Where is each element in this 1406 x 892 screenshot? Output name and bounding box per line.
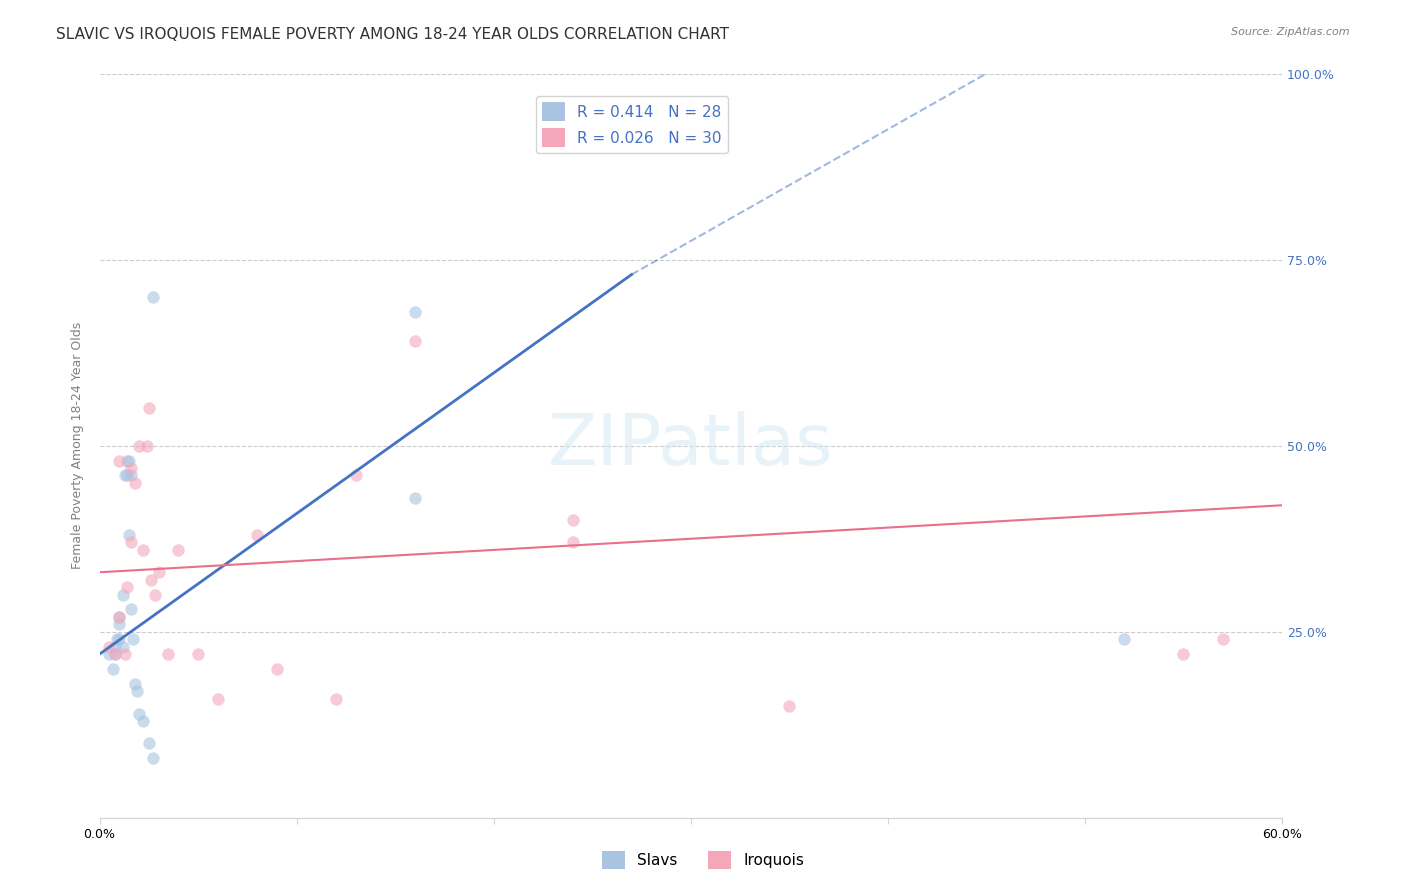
Point <box>108 617 131 632</box>
Point <box>142 751 165 765</box>
Point <box>104 647 127 661</box>
Point <box>108 453 131 467</box>
Point <box>108 610 131 624</box>
Point <box>187 647 209 661</box>
Point <box>266 662 288 676</box>
Point <box>344 468 367 483</box>
Point <box>778 699 800 714</box>
Point <box>115 468 138 483</box>
Point <box>104 647 127 661</box>
Point <box>404 491 426 505</box>
Point <box>120 468 142 483</box>
Point <box>115 453 138 467</box>
Point <box>132 543 155 558</box>
Point <box>139 573 162 587</box>
Text: Source: ZipAtlas.com: Source: ZipAtlas.com <box>1232 27 1350 37</box>
Point <box>132 714 155 728</box>
Point <box>105 632 128 647</box>
Point <box>207 691 229 706</box>
Point <box>120 602 142 616</box>
Point <box>122 632 145 647</box>
Point <box>114 647 136 661</box>
Point <box>135 439 157 453</box>
Point <box>98 647 121 661</box>
Point <box>167 543 190 558</box>
Y-axis label: Female Poverty Among 18-24 Year Olds: Female Poverty Among 18-24 Year Olds <box>72 322 84 569</box>
Point <box>246 528 269 542</box>
Point <box>148 566 170 580</box>
Point <box>138 736 160 750</box>
Point <box>157 647 180 661</box>
Point <box>404 334 426 349</box>
Point <box>114 468 136 483</box>
Point <box>128 439 150 453</box>
Point <box>1173 647 1195 661</box>
Point <box>98 640 121 654</box>
Point <box>112 588 135 602</box>
Point <box>120 461 142 475</box>
Point <box>125 684 148 698</box>
Point <box>103 662 125 676</box>
Point <box>124 475 146 490</box>
Point <box>124 677 146 691</box>
Point <box>120 535 142 549</box>
Point <box>1114 632 1136 647</box>
Point <box>1212 632 1234 647</box>
Text: ZIPatlas: ZIPatlas <box>548 411 834 480</box>
Point <box>143 588 166 602</box>
Point <box>128 706 150 721</box>
Point <box>325 691 347 706</box>
Legend: R = 0.414   N = 28, R = 0.026   N = 30: R = 0.414 N = 28, R = 0.026 N = 30 <box>536 96 727 153</box>
Point <box>118 528 141 542</box>
Point <box>142 290 165 304</box>
Point <box>404 304 426 318</box>
Point <box>561 513 583 527</box>
Point <box>561 535 583 549</box>
Point <box>115 580 138 594</box>
Point <box>108 610 131 624</box>
Point <box>112 640 135 654</box>
Point <box>108 632 131 647</box>
Point <box>104 640 127 654</box>
Legend: Slavs, Iroquois: Slavs, Iroquois <box>596 845 810 875</box>
Text: SLAVIC VS IROQUOIS FEMALE POVERTY AMONG 18-24 YEAR OLDS CORRELATION CHART: SLAVIC VS IROQUOIS FEMALE POVERTY AMONG … <box>56 27 730 42</box>
Point <box>118 453 141 467</box>
Point <box>138 401 160 416</box>
